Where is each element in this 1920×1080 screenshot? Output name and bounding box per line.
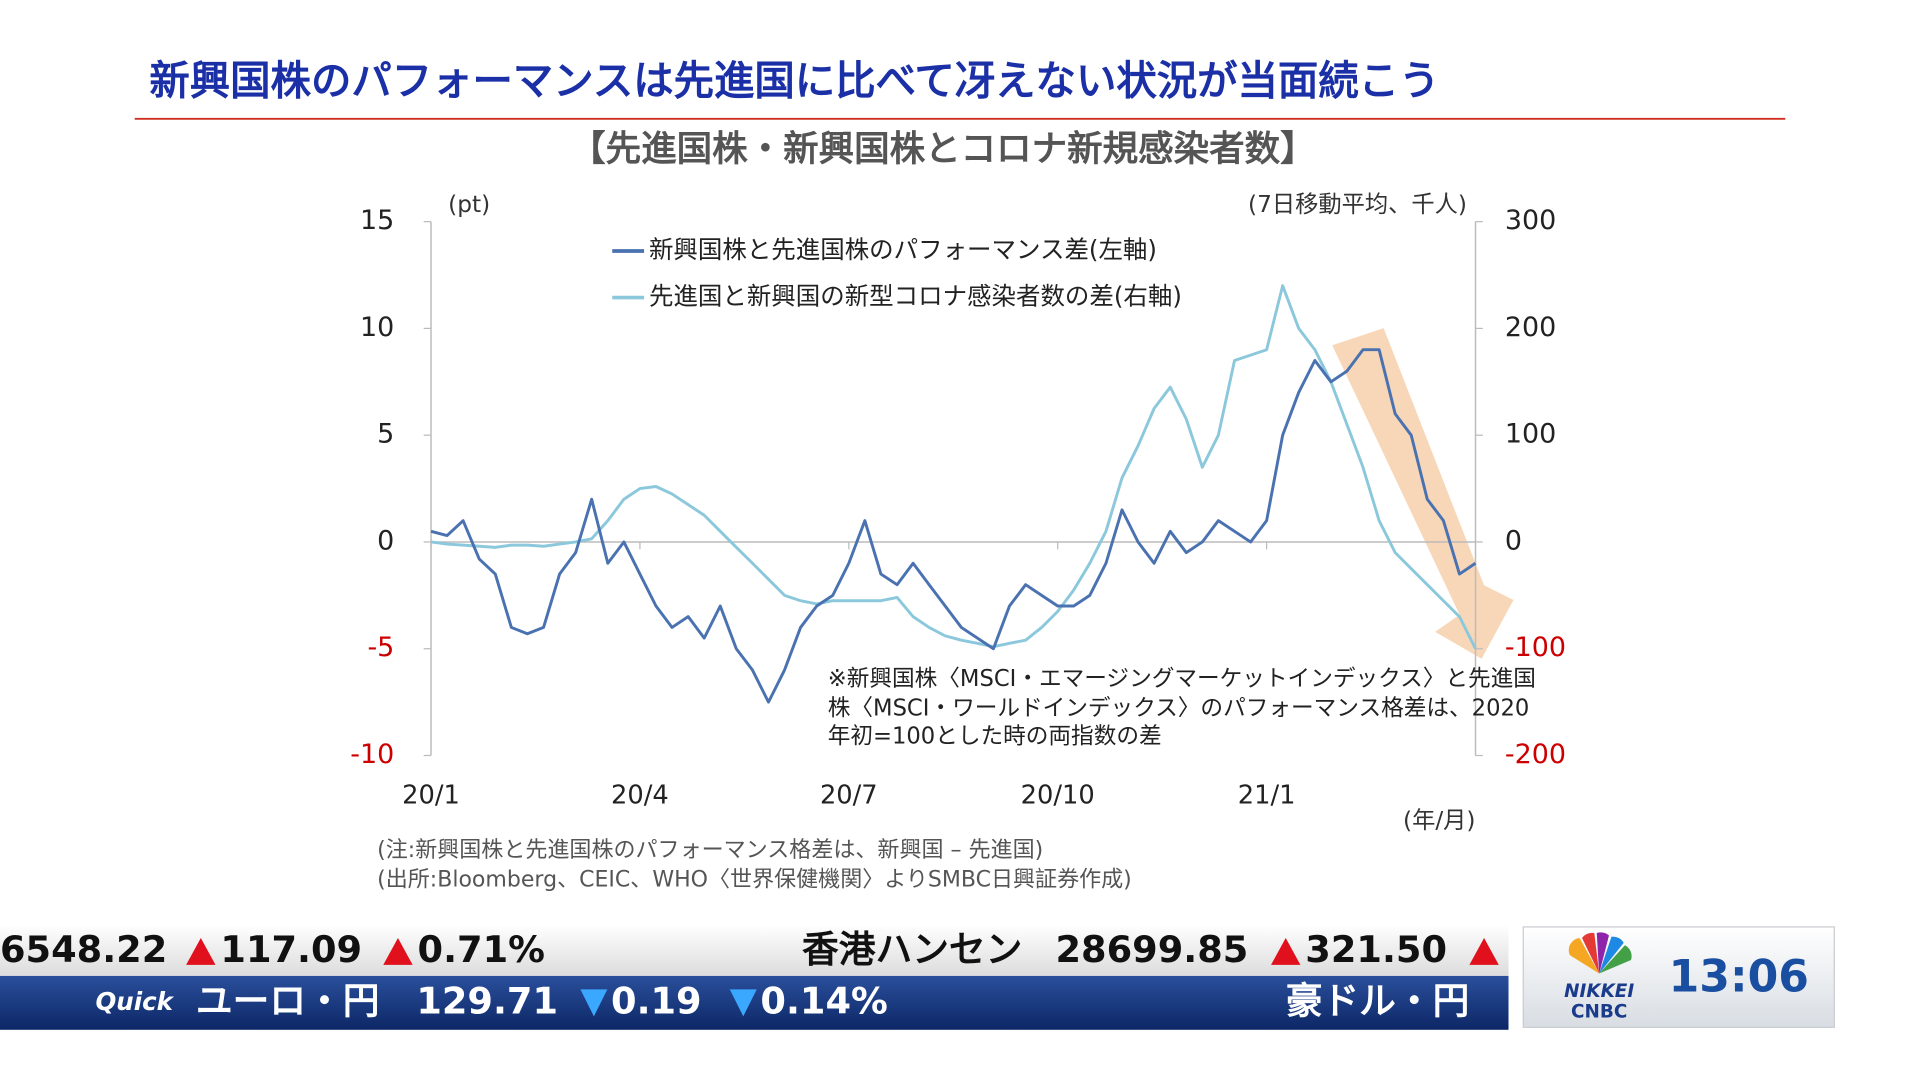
ticker-value: 0.71% — [418, 928, 545, 971]
y-tick-label: 15 — [360, 205, 394, 236]
up-icon — [186, 937, 216, 965]
y2-tick-label: -200 — [1505, 739, 1566, 770]
x-tick-label: 20/7 — [820, 780, 878, 810]
ticker-name: 香港ハンセン — [802, 928, 1022, 971]
ticker-value: 0.19 — [611, 979, 702, 1022]
y-tick-label: -10 — [350, 739, 394, 770]
ticker-band — [0, 975, 1509, 1030]
x-tick-label: 20/4 — [611, 780, 669, 810]
logo-text: NIKKEI — [1564, 981, 1634, 1002]
plot: -10 -5 0 5 10 15 -200 -100 0 100 200 300 20/1 20/4 20/… — [350, 205, 1566, 810]
annotation: 年初=100とした時の両指数の差 — [828, 724, 1162, 750]
ticker-value: 6548.22 — [0, 928, 167, 971]
ticker-value: 321.50 — [1305, 928, 1447, 971]
down-icon — [729, 989, 757, 1017]
annotation: 株〈MSCI・ワールドインデックス〉のパフォーマンス格差は、2020 — [828, 695, 1530, 721]
ticker-value: 129.71 — [416, 979, 558, 1022]
ticker-name: ユーロ・円 — [196, 979, 380, 1022]
series-line — [430, 348, 1477, 704]
ticker-value: 0.14% — [760, 979, 887, 1022]
ticker-name: 豪ドル・円 — [1286, 979, 1470, 1022]
y-tick-label: 0 — [377, 525, 394, 556]
y2-tick-label: 100 — [1505, 419, 1556, 450]
y-axis-unit: (pt) — [448, 191, 490, 218]
x-tick-label: 20/1 — [402, 780, 460, 810]
logo-text: CNBC — [1571, 1002, 1627, 1023]
legend-label: 先進国と新興国の新型コロナ感染者数の差(右軸) — [649, 282, 1182, 311]
clock-time: 13:06 — [1669, 952, 1809, 1003]
ticker: 6548.22 117.09 0.71% 香港ハンセン 28699.85 321… — [0, 924, 1509, 1030]
y-tick-label: 10 — [360, 312, 394, 343]
y2-tick-label: 300 — [1505, 205, 1556, 236]
ticker-value: 28699.85 — [1056, 928, 1249, 971]
y-tick-label: -5 — [367, 632, 394, 663]
y-tick-label: 5 — [377, 419, 394, 450]
quick-logo: Quick — [96, 987, 175, 1016]
up-icon — [1271, 937, 1301, 965]
trend-arrow — [1332, 328, 1514, 659]
up-icon — [1469, 937, 1499, 965]
y2-tick-label: 0 — [1505, 525, 1522, 556]
x-axis-unit: (年/月) — [1403, 807, 1475, 834]
peacock-icon — [1568, 932, 1632, 974]
y2-tick-label: -100 — [1505, 632, 1566, 663]
note: (出所:Bloomberg、CEIC、WHO〈世界保健機関〉よりSMBC日興証券… — [377, 867, 1132, 892]
down-icon — [580, 989, 608, 1017]
x-tick-label: 20/10 — [1021, 780, 1095, 810]
up-icon — [383, 937, 413, 965]
y2-tick-label: 200 — [1505, 312, 1556, 343]
note: (注:新興国株と先進国株のパフォーマンス格差は、新興国 – 先進国) — [377, 838, 1043, 863]
ticker-band — [0, 924, 1509, 976]
chart-title: 【先進国株・新興国株とコロナ新規感染者数】 — [570, 129, 1316, 170]
y2-axis-unit: (7日移動平均、千人) — [1248, 191, 1467, 218]
legend-label: 新興国株と先進国株のパフォーマンス差(左軸) — [649, 235, 1157, 264]
ticker-value: 117.09 — [220, 928, 362, 971]
page-title: 新興国株のパフォーマンスは先進国に比べて冴えない状況が当面続こう — [149, 56, 1439, 104]
annotation: ※新興国株〈MSCI・エマージングマーケットインデックス〉と先進国 — [828, 666, 1536, 692]
series-line — [430, 284, 1477, 650]
x-tick-label: 21/1 — [1238, 780, 1296, 810]
